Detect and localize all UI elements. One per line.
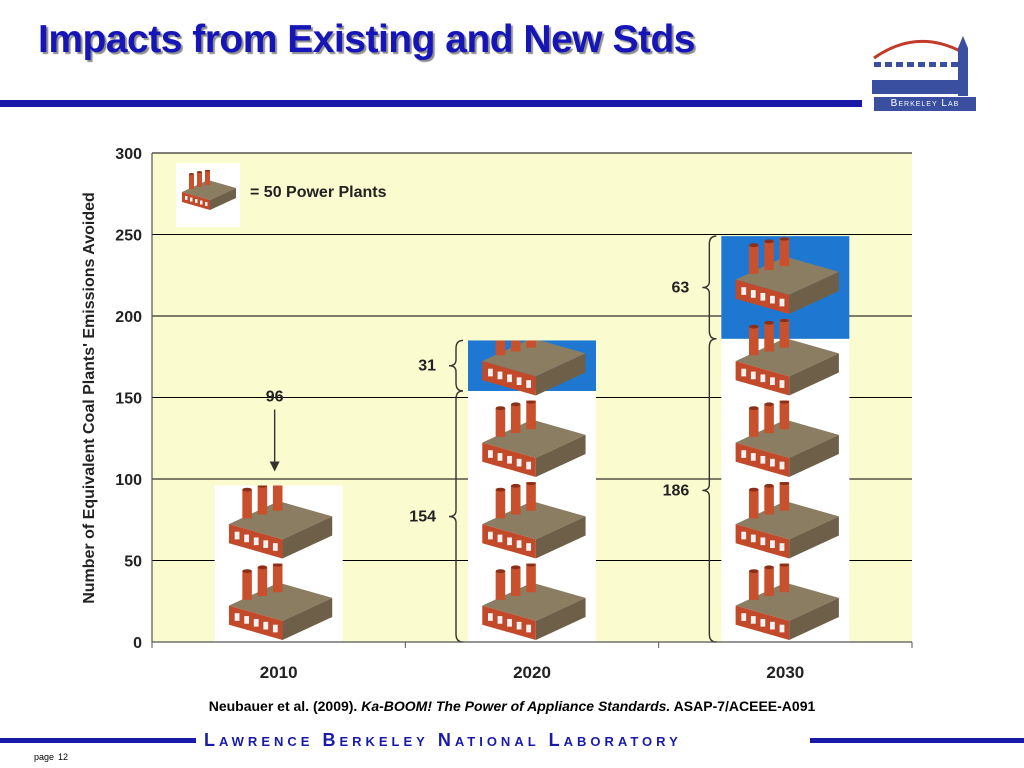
title-rule xyxy=(0,100,862,107)
axes: 0 50 100 150 200 250 300 2010 2020 2030 xyxy=(115,146,913,682)
y-tick-label: 250 xyxy=(115,228,142,245)
footer-lab-name: Lawrence Berkeley National Laboratory xyxy=(204,730,682,750)
page-label: page xyxy=(34,752,55,762)
data-label: 154 xyxy=(409,508,436,525)
data-label: 63 xyxy=(672,279,690,296)
citation: Neubauer et al. (2009). Ka-BOOM! The Pow… xyxy=(0,698,1024,714)
y-tick-label: 50 xyxy=(124,554,142,571)
legend: = 50 Power Plants xyxy=(176,163,387,227)
slide-title: Impacts from Existing and New Stds xyxy=(38,18,695,61)
footer-rule-left xyxy=(0,738,196,743)
citation-work: Ka-BOOM! The Power of Appliance Standard… xyxy=(361,698,671,714)
y-tick-label: 200 xyxy=(115,309,142,326)
y-tick-label: 100 xyxy=(115,472,142,489)
footer-rule-right xyxy=(810,738,1024,743)
citation-authors: Neubauer et al. (2009). xyxy=(208,698,358,714)
logo-label: Berkeley Lab xyxy=(874,97,976,111)
x-tick-label: 2030 xyxy=(766,663,804,682)
emissions-chart: 96 154 31 186 63 = 50 Power Plants 0 50 100 150… xyxy=(81,146,913,682)
y-tick-label: 0 xyxy=(133,635,142,652)
brace xyxy=(448,390,464,643)
x-tick-label: 2020 xyxy=(513,663,551,682)
page-number: 12 xyxy=(58,752,69,762)
bar-2030 xyxy=(721,236,850,642)
bars xyxy=(214,236,850,642)
data-label: 31 xyxy=(418,358,436,375)
x-tick-label: 2010 xyxy=(260,663,298,682)
bar-2020 xyxy=(468,340,596,642)
arrow-head xyxy=(269,461,280,472)
y-axis-label: Number of Equivalent Coal Plants' Emissi… xyxy=(81,192,98,604)
y-tick-label: 150 xyxy=(115,391,142,408)
data-label: 186 xyxy=(663,482,690,499)
legend-label: = 50 Power Plants xyxy=(250,184,387,201)
berkeley-lab-logo xyxy=(872,36,968,96)
bar-2010 xyxy=(214,485,343,642)
y-tick-label: 300 xyxy=(115,146,142,163)
brace xyxy=(448,339,464,392)
citation-report: ASAP-7/ACEEE-A091 xyxy=(673,698,816,714)
data-label: 96 xyxy=(266,389,284,406)
